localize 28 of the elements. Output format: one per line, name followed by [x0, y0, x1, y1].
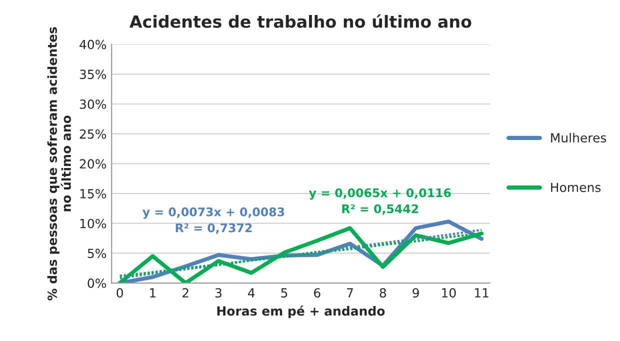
- annotation: y = 0,0065x + 0,0116 R² = 0,5442: [308, 188, 451, 215]
- x-tick-label: 4: [248, 288, 255, 298]
- x-tick-label: 3: [215, 288, 222, 298]
- x-axis-title: Horas em pé + andando: [217, 306, 385, 318]
- x-tick-label: 2: [182, 288, 188, 298]
- legend-label: Mulheres: [551, 132, 606, 143]
- y-tick-label: 40%: [80, 40, 106, 50]
- x-tick-label: 8: [380, 288, 386, 298]
- y-tick-label: 25%: [80, 129, 106, 139]
- y-tick-label: 20%: [80, 159, 106, 169]
- x-tick-label: 9: [412, 288, 419, 298]
- x-tick-label: 11: [475, 288, 488, 298]
- x-tick-label: 0: [116, 288, 123, 298]
- y-tick-label: 10%: [80, 218, 106, 228]
- annotation: y = 0,0073x + 0,0083 R² = 0,7372: [142, 207, 284, 234]
- x-tick-label: 7: [347, 288, 353, 298]
- chart-title: Acidentes de trabalho no último ano: [129, 14, 472, 28]
- y-tick-label: 30%: [80, 99, 106, 109]
- x-tick-label: 1: [150, 288, 156, 298]
- x-tick-label: 5: [281, 288, 288, 298]
- y-tick-label: 15%: [80, 188, 106, 198]
- legend-label: Homens: [551, 182, 601, 192]
- x-tick-label: 6: [314, 288, 320, 298]
- x-tick-label: 10: [442, 288, 456, 298]
- y-tick-label: 35%: [80, 70, 106, 80]
- y-tick-label: 0%: [88, 278, 106, 288]
- y-tick-label: 5%: [88, 248, 106, 258]
- y-axis-title: % das pessoas que sofreram acidentes no último ano: [47, 27, 71, 300]
